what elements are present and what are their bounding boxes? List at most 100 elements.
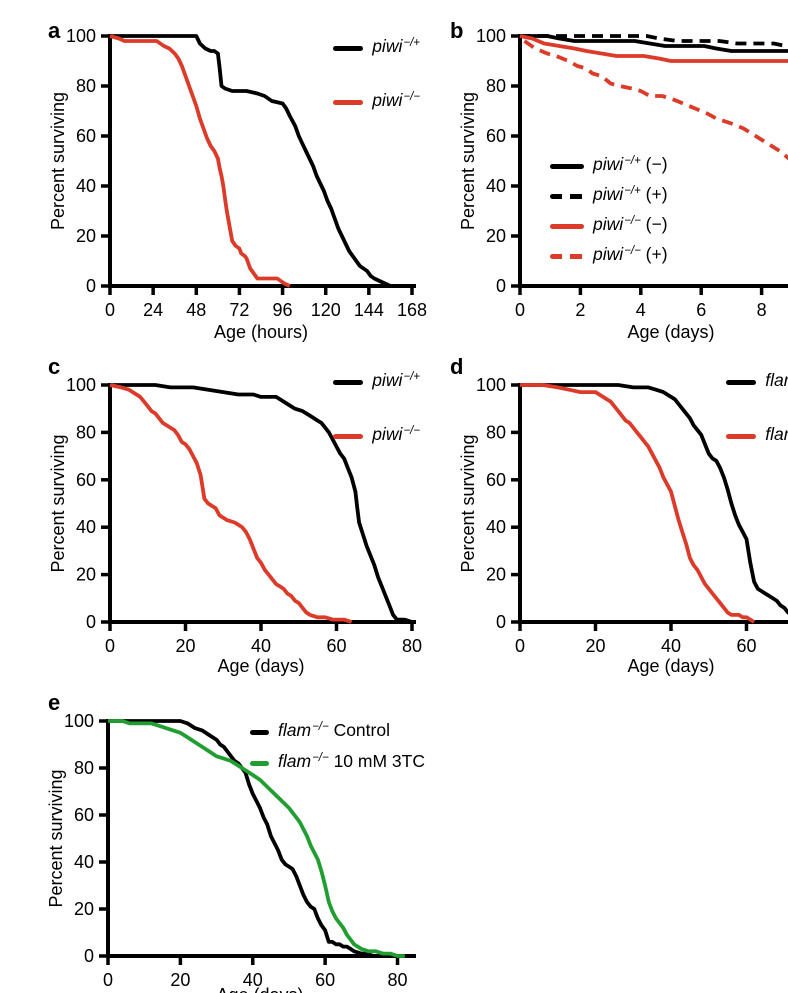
legend-c: piwi−/+ piwi−/− bbox=[333, 370, 420, 448]
panel-label-e: e bbox=[48, 690, 61, 715]
legend-genotype-superscript: −/+ bbox=[403, 371, 420, 383]
legend-gene-name: piwi bbox=[593, 154, 624, 174]
legend-gene-name: piwi bbox=[372, 370, 403, 390]
y-tick-label: 40 bbox=[76, 517, 96, 537]
y-tick-label: 80 bbox=[76, 422, 96, 442]
y-tick-label: 100 bbox=[476, 26, 506, 46]
legend-label: piwi−/+ bbox=[372, 370, 420, 394]
legend-genotype-superscript: −/+ bbox=[624, 185, 641, 197]
legend-line-swatch bbox=[550, 193, 584, 199]
legend-gene-name: piwi bbox=[372, 90, 403, 110]
panel-c: c 0 20 40 60 80 0 20 40 60 80 100 Age (days) Percent… bbox=[46, 352, 434, 684]
y-tick-label: 20 bbox=[486, 565, 506, 585]
y-tick-label: 80 bbox=[76, 76, 96, 96]
y-axis-title: Percent surviving bbox=[48, 434, 68, 572]
legend-line-swatch bbox=[550, 223, 584, 229]
x-tick-label: 2 bbox=[575, 300, 585, 320]
y-tick-label: 40 bbox=[74, 852, 94, 872]
legend-gene-name: piwi bbox=[593, 214, 624, 234]
legend-line-swatch bbox=[333, 433, 364, 439]
y-tick-label: 0 bbox=[86, 612, 96, 632]
curve-piwi-mut-plus bbox=[523, 39, 788, 161]
legend-label: piwi−/− bbox=[372, 424, 420, 448]
survival-chart-b: 0246810020406080100Age (days)Percent sur… bbox=[458, 26, 788, 342]
y-tick-label: 20 bbox=[74, 899, 94, 919]
x-tick-label: 60 bbox=[315, 970, 335, 990]
legend-gene-name: flam bbox=[278, 751, 312, 771]
legend-entry-piwi-mut-plus: piwi−/− (+) bbox=[550, 244, 668, 268]
panel-label-c: c bbox=[48, 354, 61, 379]
y-tick-label: 80 bbox=[74, 758, 94, 778]
x-tick-label: 96 bbox=[273, 300, 293, 320]
panel-label-d: d bbox=[450, 354, 464, 379]
x-tick-label: 60 bbox=[326, 636, 346, 656]
legend-entry-flam-mut: flam−/− bbox=[726, 424, 788, 448]
curve-piwi-mut-minus bbox=[519, 34, 788, 63]
x-tick-label: 60 bbox=[736, 636, 756, 656]
y-tick-label: 40 bbox=[486, 517, 506, 537]
panel-label-b: b bbox=[450, 18, 464, 43]
legend-line-swatch bbox=[333, 45, 364, 51]
x-tick-label: 24 bbox=[143, 300, 163, 320]
legend-line-swatch bbox=[726, 433, 757, 439]
y-tick-label: 80 bbox=[486, 422, 506, 442]
legend-condition-suffix: (−) bbox=[640, 214, 668, 234]
y-axis-title: Percent surviving bbox=[46, 769, 66, 907]
legend-entry-flam-het: flam−/+ bbox=[726, 370, 788, 394]
y-axis-title: Percent surviving bbox=[458, 434, 478, 572]
legend-gene-name: flam bbox=[278, 720, 312, 740]
legend-gene-name: piwi bbox=[593, 244, 624, 264]
legend-condition-suffix: (+) bbox=[640, 184, 668, 204]
legend-genotype-superscript: −/− bbox=[624, 245, 641, 257]
curve-piwi-het bbox=[110, 383, 413, 624]
survival-chart-a: 0 24 48 72 96 120 144 168 0 20 40 60 80 100 Age (hours… bbox=[48, 26, 427, 342]
legend-label: flam−/− 10 mM 3TC bbox=[278, 751, 425, 775]
x-tick-label: 0 bbox=[105, 636, 115, 656]
x-tick-label: 8 bbox=[757, 300, 767, 320]
x-axis-title: Age (days) bbox=[627, 656, 714, 676]
x-axis-title: Age (days) bbox=[216, 985, 303, 993]
legend-label: piwi−/− (+) bbox=[593, 244, 668, 268]
x-tick-label: 0 bbox=[103, 970, 113, 990]
y-tick-label: 60 bbox=[486, 126, 506, 146]
legend-label: flam−/− bbox=[765, 424, 788, 448]
legend-entry-piwi-het: piwi−/+ bbox=[333, 370, 420, 394]
legend-entry-piwi-mut: piwi−/− bbox=[333, 90, 420, 114]
legend-d: flam−/+ flam−/− bbox=[726, 370, 788, 448]
x-tick-label: 20 bbox=[175, 636, 195, 656]
legend-gene-name: flam bbox=[765, 424, 788, 444]
legend-genotype-superscript: −/− bbox=[403, 91, 420, 103]
panel-b: b 0246810020406080100Age (days)Percent s… bbox=[438, 20, 788, 350]
x-tick-label: 168 bbox=[397, 300, 427, 320]
legend-entry-piwi-het: piwi−/+ bbox=[333, 36, 420, 60]
curve-flam-mut bbox=[520, 383, 756, 624]
x-axis-title: Age (hours) bbox=[214, 322, 308, 342]
panel-a: a 0 24 48 72 96 120 144 168 0 20 40 60 80 100 Age (hou… bbox=[46, 20, 434, 350]
y-tick-label: 20 bbox=[486, 226, 506, 246]
legend-genotype-superscript: −/− bbox=[403, 425, 420, 437]
y-tick-label: 100 bbox=[66, 375, 96, 395]
legend-label: flam−/+ bbox=[765, 370, 788, 394]
legend-line-swatch bbox=[250, 729, 269, 735]
y-tick-label: 20 bbox=[76, 565, 96, 585]
legend-label: piwi−/+ (+) bbox=[593, 184, 668, 208]
curve-flam-het bbox=[520, 383, 788, 615]
legend-label: piwi−/− bbox=[372, 90, 420, 114]
legend-genotype-superscript: −/− bbox=[312, 752, 329, 764]
legend-genotype-superscript: −/− bbox=[624, 215, 641, 227]
y-tick-label: 0 bbox=[496, 276, 506, 296]
panel-e: e 0 20 40 60 80 0 20 40 60 80 100 Age (days) Percent… bbox=[46, 684, 438, 993]
y-tick-label: 0 bbox=[84, 946, 94, 966]
legend-condition-suffix: 10 mM 3TC bbox=[328, 751, 425, 771]
x-tick-label: 6 bbox=[696, 300, 706, 320]
legend-b: piwi−/+ (−) piwi−/+ (+) piwi−/− (−) piwi−/−… bbox=[550, 154, 668, 268]
y-tick-label: 100 bbox=[64, 711, 94, 731]
x-tick-label: 0 bbox=[515, 636, 525, 656]
survival-chart-e: 0 20 40 60 80 0 20 40 60 80 100 Age (days) Percent s… bbox=[46, 711, 416, 993]
y-tick-label: 60 bbox=[76, 126, 96, 146]
legend-genotype-superscript: −/− bbox=[312, 721, 329, 733]
legend-genotype-superscript: −/+ bbox=[624, 155, 641, 167]
x-tick-label: 80 bbox=[388, 970, 408, 990]
